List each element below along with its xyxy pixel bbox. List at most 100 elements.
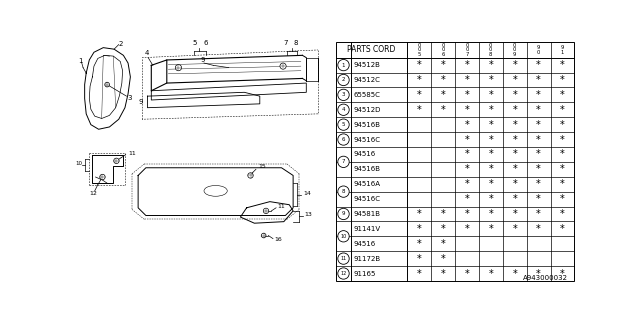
Text: 94516A: 94516A	[353, 181, 381, 187]
Text: *: *	[536, 224, 541, 234]
Text: 15: 15	[259, 164, 266, 170]
Text: *: *	[465, 75, 469, 85]
Text: 16: 16	[275, 237, 282, 242]
Text: 94516B: 94516B	[353, 166, 381, 172]
Text: *: *	[536, 134, 541, 145]
Text: 0
0
9: 0 0 9	[513, 43, 516, 57]
Text: 6: 6	[204, 40, 208, 45]
Text: *: *	[560, 105, 565, 115]
Text: *: *	[536, 179, 541, 189]
Bar	[336, 42, 575, 281]
Text: 12: 12	[340, 271, 347, 276]
Text: *: *	[440, 254, 445, 264]
Ellipse shape	[204, 186, 227, 196]
Text: *: *	[512, 60, 517, 70]
Circle shape	[338, 89, 349, 100]
Text: *: *	[465, 120, 469, 130]
Text: 65585C: 65585C	[353, 92, 380, 98]
Text: *: *	[488, 105, 493, 115]
Text: *: *	[417, 224, 421, 234]
Text: *: *	[488, 120, 493, 130]
Text: 94516: 94516	[353, 241, 376, 247]
Text: 9: 9	[342, 212, 345, 216]
Circle shape	[100, 174, 105, 180]
Text: 91165: 91165	[353, 270, 376, 276]
Text: *: *	[536, 105, 541, 115]
Circle shape	[338, 208, 349, 220]
Text: *: *	[465, 149, 469, 159]
Text: *: *	[560, 194, 565, 204]
Text: *: *	[488, 209, 493, 219]
Text: *: *	[440, 268, 445, 278]
Text: 0
0
7: 0 0 7	[465, 43, 468, 57]
Text: *: *	[465, 268, 469, 278]
Circle shape	[114, 158, 119, 164]
Circle shape	[338, 119, 349, 130]
Text: *: *	[512, 75, 517, 85]
Text: 10: 10	[340, 234, 347, 239]
Text: 11: 11	[278, 204, 285, 209]
Text: PARTS CORD: PARTS CORD	[348, 45, 396, 54]
Text: *: *	[488, 224, 493, 234]
Text: *: *	[512, 134, 517, 145]
Text: *: *	[488, 194, 493, 204]
Circle shape	[338, 156, 349, 167]
Text: *: *	[488, 149, 493, 159]
Text: *: *	[512, 149, 517, 159]
Circle shape	[338, 134, 349, 145]
Circle shape	[338, 104, 349, 116]
Text: *: *	[560, 134, 565, 145]
Text: *: *	[488, 268, 493, 278]
Text: *: *	[560, 149, 565, 159]
Circle shape	[338, 186, 349, 197]
Circle shape	[248, 173, 253, 178]
Text: 94516: 94516	[353, 151, 376, 157]
Text: *: *	[536, 194, 541, 204]
Text: *: *	[560, 90, 565, 100]
Text: *: *	[512, 209, 517, 219]
Text: 7: 7	[342, 159, 345, 164]
Text: *: *	[440, 224, 445, 234]
Text: *: *	[417, 105, 421, 115]
Text: *: *	[560, 120, 565, 130]
Circle shape	[338, 231, 349, 242]
Text: 3: 3	[342, 92, 345, 97]
Circle shape	[338, 60, 349, 71]
Text: 9: 9	[200, 57, 205, 62]
Text: *: *	[488, 179, 493, 189]
Text: *: *	[536, 120, 541, 130]
Text: *: *	[417, 75, 421, 85]
Text: *: *	[536, 164, 541, 174]
Text: *: *	[512, 179, 517, 189]
Text: *: *	[536, 75, 541, 85]
Text: 9
0: 9 0	[537, 45, 540, 55]
Text: 1: 1	[342, 63, 345, 68]
Text: *: *	[465, 90, 469, 100]
Text: *: *	[465, 179, 469, 189]
Text: *: *	[417, 209, 421, 219]
Text: *: *	[560, 75, 565, 85]
Text: *: *	[417, 60, 421, 70]
Text: *: *	[440, 60, 445, 70]
Text: *: *	[465, 164, 469, 174]
Text: *: *	[512, 224, 517, 234]
Circle shape	[338, 253, 349, 264]
Text: 6: 6	[342, 137, 345, 142]
Text: 94516C: 94516C	[353, 196, 381, 202]
Text: A943000032: A943000032	[524, 275, 568, 281]
Text: 3: 3	[127, 95, 132, 101]
Text: 0
0
8: 0 0 8	[489, 43, 492, 57]
Text: *: *	[512, 268, 517, 278]
Text: *: *	[560, 179, 565, 189]
Text: *: *	[536, 60, 541, 70]
Text: *: *	[440, 209, 445, 219]
Text: *: *	[417, 268, 421, 278]
Circle shape	[338, 268, 349, 279]
Text: 4: 4	[342, 107, 345, 112]
Circle shape	[338, 74, 349, 86]
Text: 10: 10	[76, 161, 83, 166]
Text: *: *	[560, 268, 565, 278]
Text: *: *	[488, 90, 493, 100]
Text: 94512D: 94512D	[353, 107, 381, 113]
Text: 5: 5	[193, 40, 197, 45]
